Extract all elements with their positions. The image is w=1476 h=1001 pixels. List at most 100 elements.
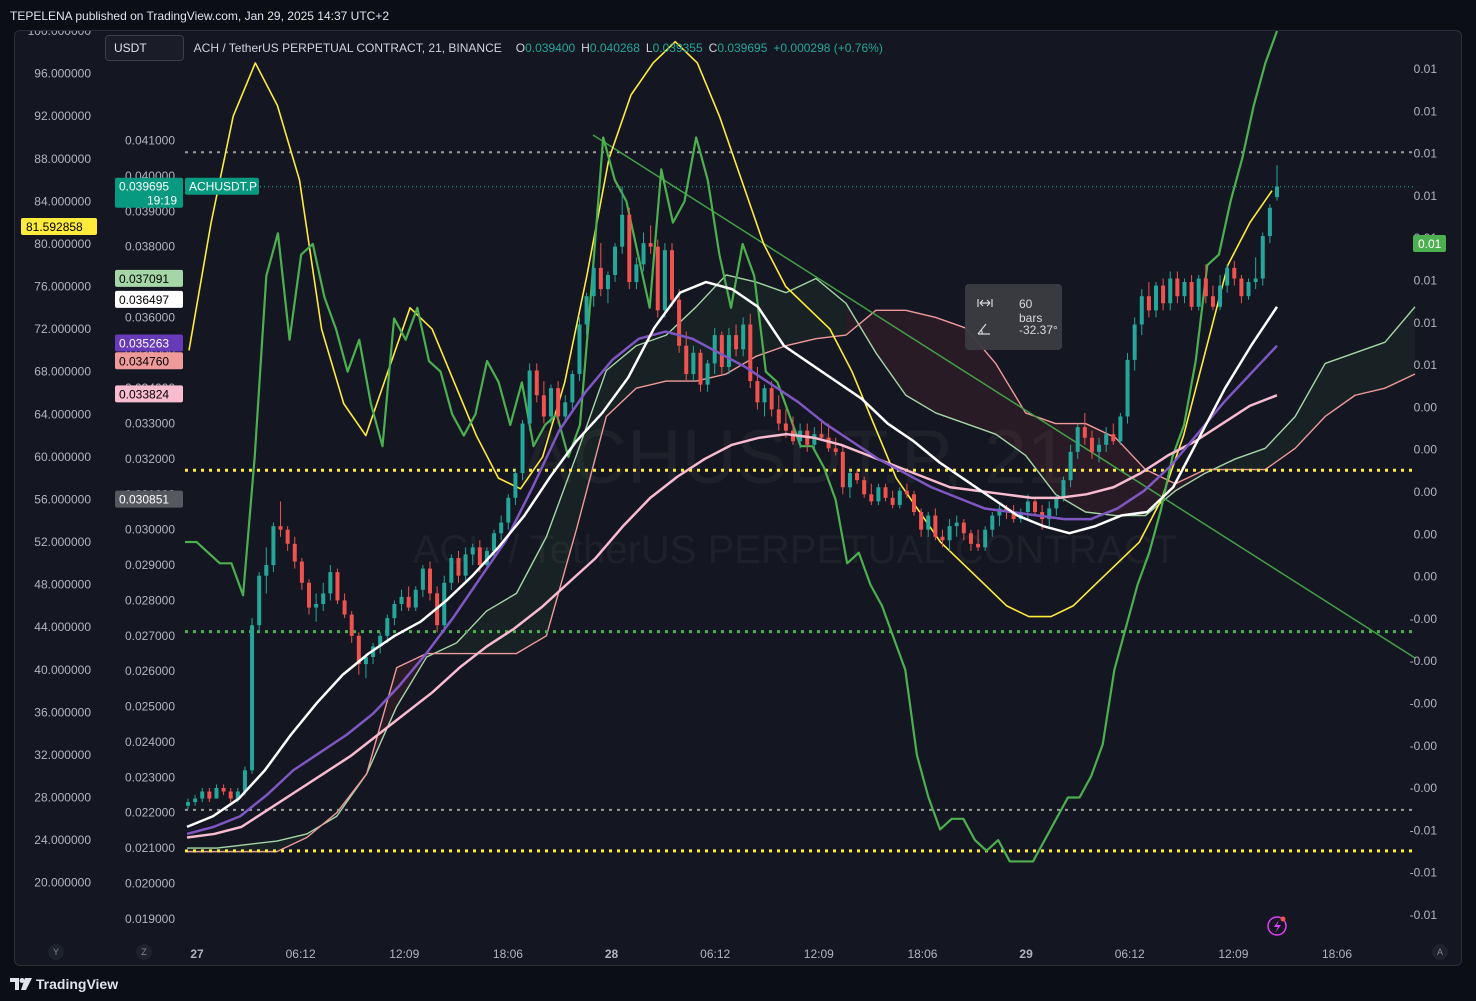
candle-body [214, 787, 219, 799]
ma-purple-line [186, 330, 1278, 836]
left-axis-tick: 76.000000 [34, 280, 91, 294]
left-axis-tick: 60.000000 [34, 450, 91, 464]
candle-body [484, 550, 489, 566]
candle [1275, 165, 1279, 201]
symbol-legend: USDT ACH / TetherUS PERPETUAL CONTRACT, … [105, 35, 883, 61]
tradingview-logo-icon [10, 978, 32, 990]
candle [1168, 271, 1173, 311]
left-axis-tick: 88.000000 [34, 152, 91, 166]
candle-body [556, 388, 561, 417]
currency-button[interactable]: USDT [105, 35, 184, 61]
candle-body [670, 250, 674, 300]
flash-alert-icon [1267, 916, 1287, 936]
candle [420, 565, 425, 597]
candle [442, 575, 447, 633]
candle-body [470, 547, 475, 555]
price-axis-tick: 0.019000 [125, 912, 175, 926]
candle [762, 384, 767, 417]
left-axis-tick: 20.000000 [34, 876, 91, 890]
candle-body [1068, 451, 1073, 481]
left-axis-tick: 100.000000 [28, 31, 92, 38]
candle-body [983, 529, 988, 548]
candle-body [549, 388, 553, 417]
candle [250, 618, 255, 774]
candle [1111, 423, 1116, 445]
cloud-lead-b-line [187, 309, 1416, 853]
trendline-drawing [592, 134, 1416, 659]
candle [1175, 271, 1180, 304]
left-level-label: 81.592858 [21, 217, 97, 235]
candle [328, 565, 333, 601]
price-label-text: 0.037091 [119, 272, 169, 286]
candle [1139, 289, 1144, 336]
right-axis-tick: 0.01 [1414, 104, 1438, 118]
candle-body [499, 522, 504, 534]
right-axis-tick: 0.00 [1414, 443, 1438, 457]
candle-body [968, 533, 973, 544]
right-highlight-box [1413, 235, 1446, 252]
auto-scale-button[interactable]: A [1432, 944, 1448, 960]
candle [883, 483, 888, 502]
candle-body [570, 374, 575, 403]
candle-body [933, 515, 938, 537]
price-label-box [115, 352, 183, 370]
y-axis-button[interactable]: Y [48, 944, 64, 960]
candle [549, 384, 553, 424]
candle-body [428, 568, 432, 594]
symbol-description[interactable]: ACH / TetherUS PERPETUAL CONTRACT, 21, B… [193, 41, 502, 55]
candle-body [328, 572, 333, 594]
candle-body [1047, 508, 1052, 520]
right-axis-tick: 0.00 [1414, 400, 1438, 414]
candle [954, 515, 959, 537]
candle [947, 519, 952, 551]
candle-body [1082, 427, 1087, 438]
price-axis-tick: 0.030000 [125, 523, 175, 537]
candle-body [684, 345, 689, 375]
z-axis-button[interactable]: Z [136, 944, 152, 960]
candle [506, 494, 511, 530]
chart-panel[interactable]: ACHUSDT.P, 21 ACH / TetherUS PERPETUAL CO… [14, 30, 1462, 966]
candle [271, 522, 276, 573]
candle [634, 257, 639, 290]
candle-body [577, 324, 582, 375]
candle-body [1203, 278, 1208, 297]
cloud-segment [1295, 363, 1326, 449]
candle [428, 561, 432, 601]
candle [940, 529, 945, 548]
candle-body [862, 480, 867, 495]
time-axis-tick: 18:06 [1322, 947, 1352, 961]
watermark-description: ACH / TetherUS PERPETUAL CONTRACT [413, 528, 1178, 572]
tradingview-logo[interactable]: TradingView [10, 976, 118, 992]
price-axis-tick: 0.028000 [125, 593, 175, 607]
candle [1132, 317, 1137, 371]
candle [976, 529, 981, 551]
candle [314, 593, 319, 622]
left-axis-tick: 56.000000 [34, 492, 91, 506]
left-axis-tick: 40.000000 [34, 663, 91, 677]
candle [1154, 282, 1158, 318]
candle [527, 363, 532, 431]
candle-body [228, 791, 233, 799]
cloud-segment [216, 844, 247, 852]
candle [484, 547, 489, 569]
candle [1196, 274, 1201, 311]
candle-body [264, 565, 269, 576]
candle [278, 501, 283, 537]
candle [1210, 285, 1215, 311]
candle-body [840, 451, 845, 488]
close-label: C [708, 41, 718, 55]
candle [186, 798, 190, 810]
candle-body [584, 296, 589, 325]
candle [769, 381, 774, 417]
price-axis-tick: 0.038000 [125, 240, 175, 254]
candle-body [363, 657, 368, 665]
candle [1146, 282, 1151, 318]
price-axis-tick: 0.021000 [125, 841, 175, 855]
candle [591, 264, 596, 307]
price-axis-tick: 0.020000 [125, 876, 175, 890]
candle [228, 787, 233, 803]
time-axis-tick: 28 [605, 947, 619, 961]
candle-body [627, 214, 632, 283]
candle [997, 504, 1002, 527]
